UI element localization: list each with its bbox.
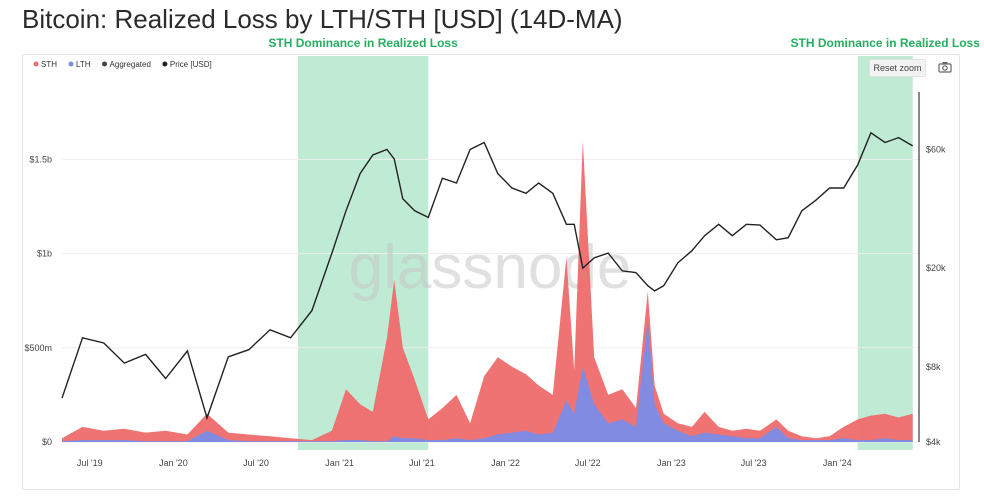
legend-label: STH	[41, 60, 57, 69]
x-tick-label: Jul '22	[575, 458, 601, 468]
y-left-tick-label: $1b	[37, 249, 52, 259]
legend-marker	[162, 61, 168, 67]
x-tick-label: Jan '24	[823, 458, 852, 468]
reset-zoom-button[interactable]: Reset zoom	[869, 59, 926, 77]
price-line	[61, 131, 914, 421]
legend-marker	[102, 61, 108, 67]
page-title: Bitcoin: Realized Loss by LTH/STH [USD] …	[22, 4, 623, 34]
chart-panel	[22, 54, 960, 490]
highlight-band	[857, 56, 913, 450]
y-left-tick-label: $0	[42, 437, 52, 447]
x-tick-label: Jan '23	[657, 458, 686, 468]
camera-icon[interactable]	[938, 61, 952, 73]
legend-label: Aggregated	[110, 60, 151, 69]
x-tick-label: Jul '20	[243, 458, 269, 468]
y-right-tick-label: $20k	[926, 263, 946, 273]
x-tick-label: Jan '22	[491, 458, 520, 468]
annotation-label: STH Dominance in Realized Loss	[268, 36, 458, 50]
y-left-tick-label: $500m	[24, 343, 52, 353]
y-right-tick-label: $60k	[926, 144, 946, 154]
legend-marker	[68, 61, 74, 67]
annotation-label: STH Dominance in Realized Loss	[790, 36, 980, 50]
y-left-tick-label: $1.5b	[29, 154, 52, 164]
x-tick-label: Jan '20	[159, 458, 188, 468]
legend-marker	[33, 61, 39, 67]
x-tick-label: Jan '21	[325, 458, 354, 468]
x-tick-label: Jul '21	[409, 458, 435, 468]
legend-label: LTH	[76, 60, 91, 69]
legend-label: Price [USD]	[170, 60, 212, 69]
x-tick-label: Jul '23	[741, 458, 767, 468]
x-tick-label: Jul '19	[77, 458, 103, 468]
y-right-tick-label: $4k	[926, 437, 941, 447]
y-right-tick-label: $8k	[926, 362, 941, 372]
sth-area	[62, 140, 913, 442]
